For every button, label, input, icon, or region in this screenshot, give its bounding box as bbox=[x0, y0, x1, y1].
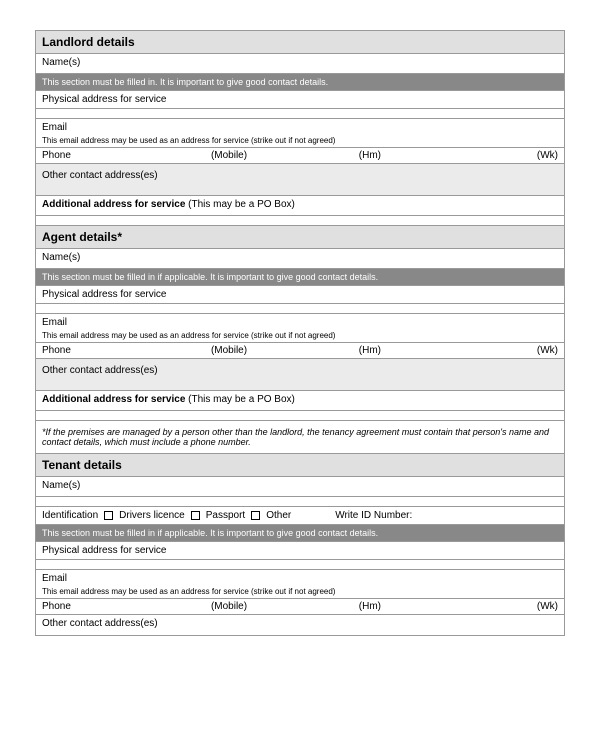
tenant-names-line2[interactable] bbox=[36, 497, 564, 507]
agent-phone-label: Phone bbox=[36, 343, 205, 358]
passport-label: Passport bbox=[206, 510, 245, 521]
landlord-email[interactable]: Email bbox=[36, 119, 564, 135]
agent-note: This section must be filled in if applic… bbox=[36, 269, 564, 286]
landlord-wk-label: (Wk) bbox=[511, 148, 564, 163]
passport-checkbox[interactable] bbox=[191, 511, 200, 520]
landlord-phone-label: Phone bbox=[36, 148, 205, 163]
landlord-additional-hint: (This may be a PO Box) bbox=[185, 199, 294, 210]
landlord-additional-address[interactable]: Additional address for service (This may… bbox=[36, 196, 564, 216]
tenant-address-line2[interactable] bbox=[36, 560, 564, 570]
landlord-phone-row[interactable]: Phone (Mobile) (Hm) (Wk) bbox=[36, 148, 564, 164]
landlord-hm-label: (Hm) bbox=[353, 148, 511, 163]
tenant-header: Tenant details bbox=[36, 454, 564, 477]
tenant-email[interactable]: Email bbox=[36, 570, 564, 586]
tenant-note: This section must be filled in if applic… bbox=[36, 525, 564, 542]
landlord-additional-line2[interactable] bbox=[36, 216, 564, 226]
tenant-other-contact[interactable]: Other contact address(es) bbox=[36, 615, 564, 635]
tenant-phone-label: Phone bbox=[36, 599, 205, 614]
agent-header: Agent details* bbox=[36, 226, 564, 249]
agent-mobile-label: (Mobile) bbox=[205, 343, 353, 358]
tenant-hm-label: (Hm) bbox=[353, 599, 511, 614]
agent-wk-label: (Wk) bbox=[511, 343, 564, 358]
landlord-mobile-label: (Mobile) bbox=[205, 148, 353, 163]
landlord-header: Landlord details bbox=[36, 31, 564, 54]
agent-email[interactable]: Email bbox=[36, 314, 564, 330]
landlord-address-line2[interactable] bbox=[36, 109, 564, 119]
landlord-email-note: This email address may be used as an add… bbox=[36, 135, 564, 148]
tenant-id-row[interactable]: Identification Drivers licence Passport … bbox=[36, 507, 564, 525]
tenant-phone-row[interactable]: Phone (Mobile) (Hm) (Wk) bbox=[36, 599, 564, 615]
other-label: Other bbox=[266, 510, 291, 521]
tenant-names[interactable]: Name(s) bbox=[36, 477, 564, 497]
agent-additional-bold: Additional address for service bbox=[42, 394, 185, 405]
write-id-label: Write ID Number: bbox=[335, 510, 412, 521]
agent-phone-row[interactable]: Phone (Mobile) (Hm) (Wk) bbox=[36, 343, 564, 359]
landlord-additional-bold: Additional address for service bbox=[42, 199, 185, 210]
agent-names[interactable]: Name(s) bbox=[36, 249, 564, 269]
agent-hm-label: (Hm) bbox=[353, 343, 511, 358]
tenant-id-label: Identification bbox=[42, 510, 98, 521]
agent-other-contact[interactable]: Other contact address(es) bbox=[36, 359, 564, 391]
tenant-mobile-label: (Mobile) bbox=[205, 599, 353, 614]
drivers-licence-label: Drivers licence bbox=[119, 510, 185, 521]
agent-footnote: *If the premises are managed by a person… bbox=[36, 421, 564, 454]
tenant-address[interactable]: Physical address for service bbox=[36, 542, 564, 560]
landlord-address[interactable]: Physical address for service bbox=[36, 91, 564, 109]
landlord-names[interactable]: Name(s) bbox=[36, 54, 564, 74]
form-container: Landlord details Name(s) This section mu… bbox=[35, 30, 565, 636]
agent-additional-hint: (This may be a PO Box) bbox=[185, 394, 294, 405]
agent-additional-line2[interactable] bbox=[36, 411, 564, 421]
agent-address-line2[interactable] bbox=[36, 304, 564, 314]
landlord-note: This section must be filled in. It is im… bbox=[36, 74, 564, 91]
drivers-licence-checkbox[interactable] bbox=[104, 511, 113, 520]
agent-email-note: This email address may be used as an add… bbox=[36, 330, 564, 343]
agent-address[interactable]: Physical address for service bbox=[36, 286, 564, 304]
tenant-email-note: This email address may be used as an add… bbox=[36, 586, 564, 599]
landlord-other-contact[interactable]: Other contact address(es) bbox=[36, 164, 564, 196]
agent-additional-address[interactable]: Additional address for service (This may… bbox=[36, 391, 564, 411]
other-checkbox[interactable] bbox=[251, 511, 260, 520]
tenant-wk-label: (Wk) bbox=[511, 599, 564, 614]
